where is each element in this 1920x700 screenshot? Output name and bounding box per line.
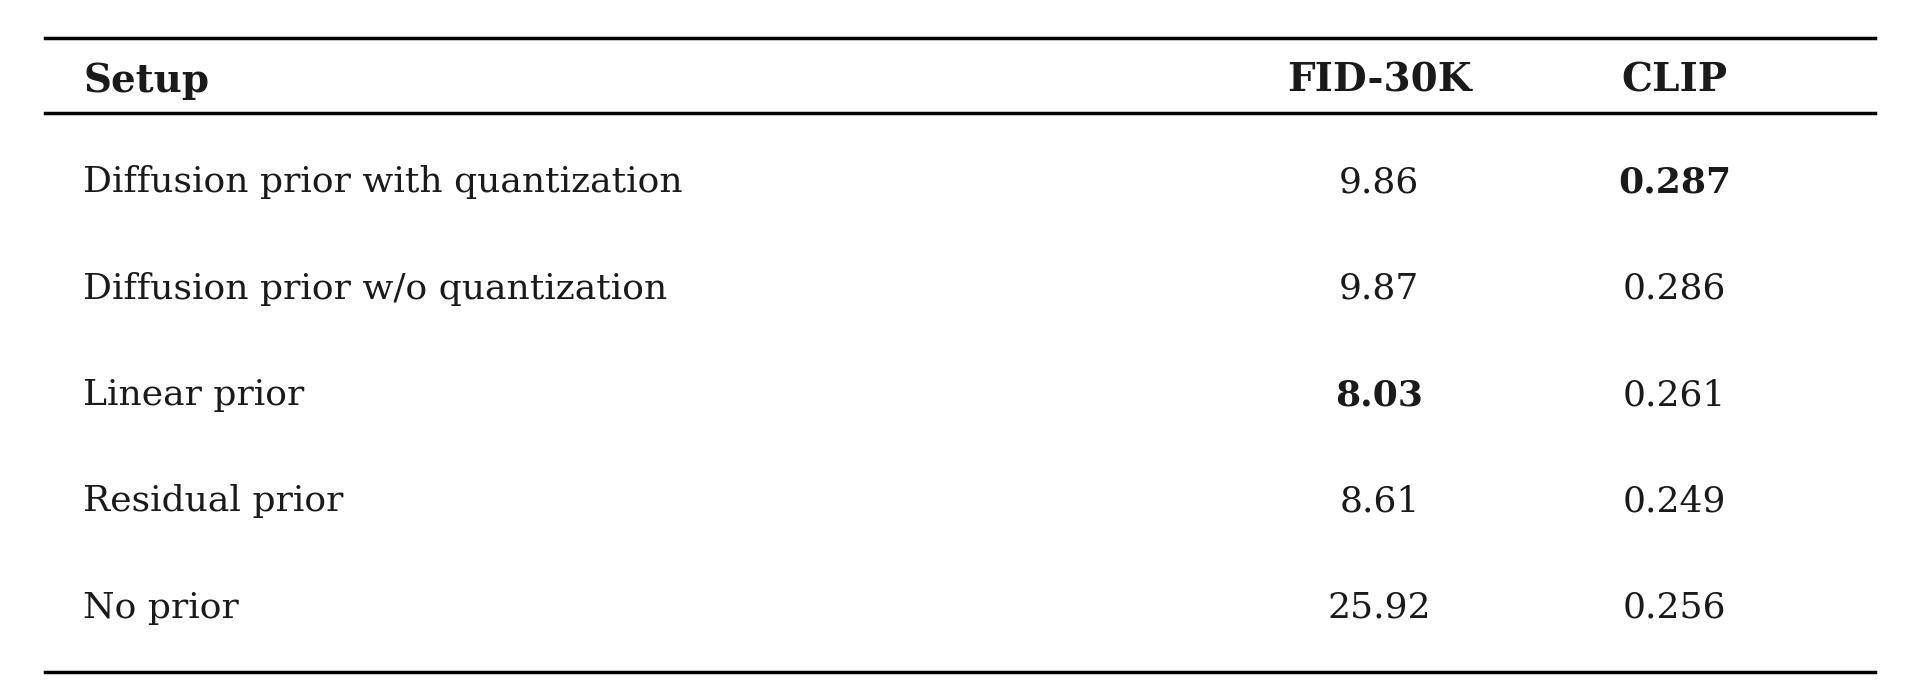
Text: 0.249: 0.249 xyxy=(1622,484,1726,519)
Text: Diffusion prior with quantization: Diffusion prior with quantization xyxy=(83,165,684,199)
Text: 8.61: 8.61 xyxy=(1338,484,1419,519)
Text: 0.286: 0.286 xyxy=(1622,272,1726,306)
Text: 0.256: 0.256 xyxy=(1622,591,1726,625)
Text: 25.92: 25.92 xyxy=(1327,591,1430,625)
Text: 9.87: 9.87 xyxy=(1340,272,1419,306)
Text: Setup: Setup xyxy=(83,62,209,100)
Text: FID-30K: FID-30K xyxy=(1286,62,1471,100)
Text: CLIP: CLIP xyxy=(1622,62,1728,100)
Text: 0.287: 0.287 xyxy=(1619,165,1732,199)
Text: Linear prior: Linear prior xyxy=(83,378,305,412)
Text: 0.261: 0.261 xyxy=(1622,378,1726,412)
Text: Residual prior: Residual prior xyxy=(83,484,344,519)
Text: 8.03: 8.03 xyxy=(1334,378,1423,412)
Text: Diffusion prior w/o quantization: Diffusion prior w/o quantization xyxy=(83,272,668,306)
Text: 9.86: 9.86 xyxy=(1340,165,1419,199)
Text: No prior: No prior xyxy=(83,591,238,625)
